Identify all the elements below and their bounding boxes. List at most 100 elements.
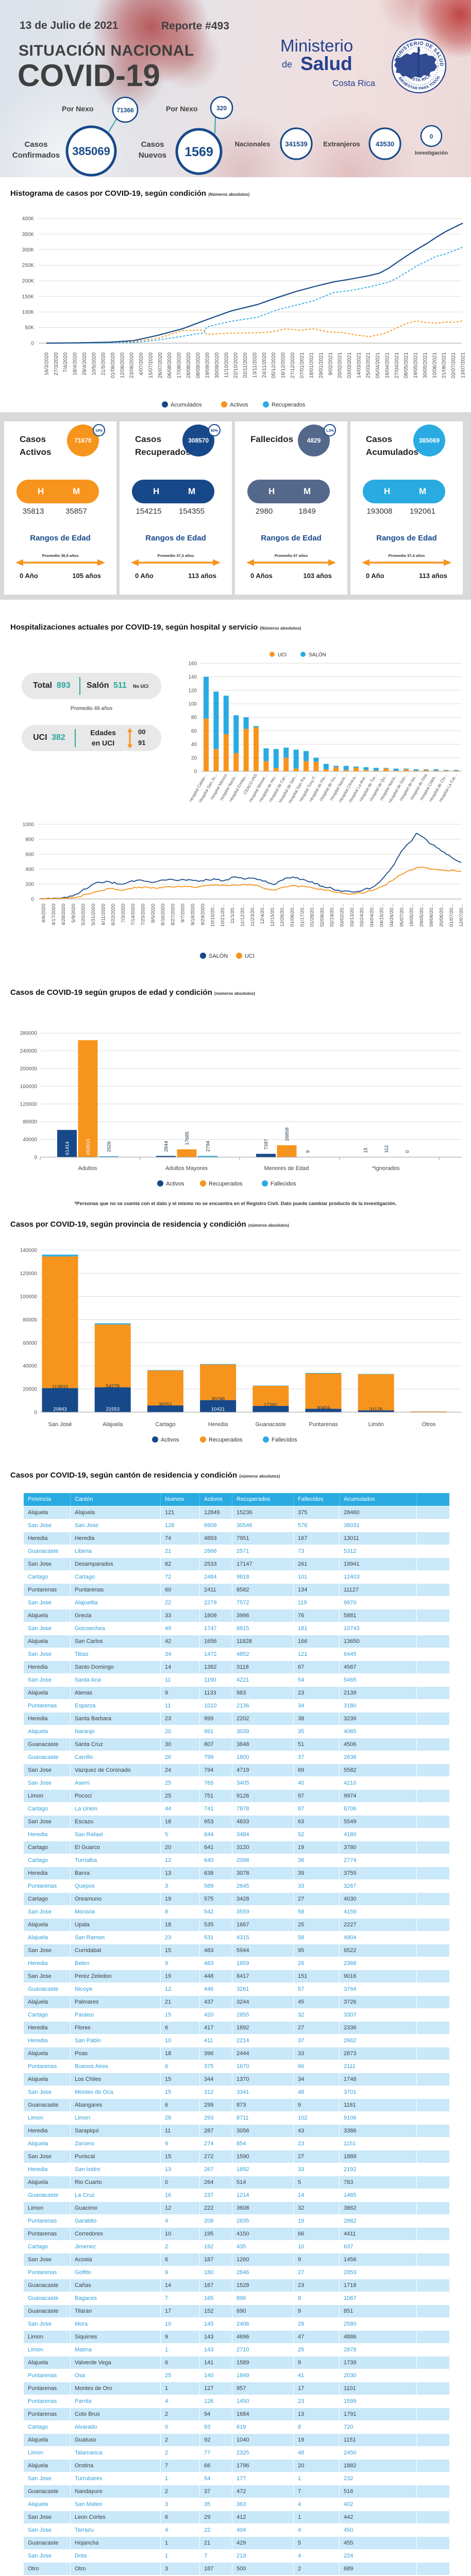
svg-text:7/25/2020: 7/25/2020 xyxy=(141,904,146,925)
svg-text:05/12/2020: 05/12/2020 xyxy=(271,352,277,378)
svg-text:11/1/20...: 11/1/20... xyxy=(230,904,236,924)
svg-text:40000: 40000 xyxy=(23,1137,37,1143)
svg-text:UCI: UCI xyxy=(278,652,287,658)
svg-text:12/06/2020: 12/06/2020 xyxy=(120,352,125,378)
svg-text:7/14/2020: 7/14/2020 xyxy=(130,904,136,925)
svg-text:280000: 280000 xyxy=(20,1031,38,1037)
svg-text:10/5/2020: 10/5/2020 xyxy=(91,352,97,376)
svg-text:10/21/20...: 10/21/20... xyxy=(220,904,226,927)
svg-text:20843: 20843 xyxy=(53,1406,66,1412)
svg-text:4829: 4829 xyxy=(307,437,321,444)
svg-text:Por Nexo: Por Nexo xyxy=(166,105,197,113)
svg-text:6/22/2020: 6/22/2020 xyxy=(111,904,116,925)
svg-text:03/13/20...: 03/13/20... xyxy=(349,904,355,927)
svg-text:12/15/20...: 12/15/20... xyxy=(270,904,275,927)
svg-text:02/11/2020: 02/11/2020 xyxy=(243,352,248,378)
svg-text:0: 0 xyxy=(31,897,34,903)
svg-text:27/3/2020: 27/3/2020 xyxy=(54,352,59,376)
svg-text:7/4/2020: 7/4/2020 xyxy=(63,352,69,372)
svg-text:Extranjeros: Extranjeros xyxy=(323,140,360,148)
svg-text:Guanacaste: Guanacaste xyxy=(256,1421,286,1428)
svg-text:11/12/20...: 11/12/20... xyxy=(240,904,246,926)
svg-text:01/07/20...: 01/07/20... xyxy=(449,904,455,927)
svg-text:308570: 308570 xyxy=(188,437,209,444)
svg-text:4/17/2020: 4/17/2020 xyxy=(51,904,57,925)
svg-text:4/07/2020: 4/07/2020 xyxy=(139,352,144,376)
svg-text:9: 9 xyxy=(306,1150,311,1153)
svg-text:27/04/2021: 27/04/2021 xyxy=(394,352,400,378)
svg-text:60000: 60000 xyxy=(23,1341,37,1346)
svg-text:0: 0 xyxy=(34,1410,37,1416)
svg-text:29/4/2020: 29/4/2020 xyxy=(82,352,88,376)
svg-text:18/05/20...: 18/05/20... xyxy=(409,904,415,927)
svg-text:400: 400 xyxy=(25,867,34,873)
svg-text:Cartago: Cartago xyxy=(155,1421,175,1428)
svg-text:0: 0 xyxy=(405,1150,411,1153)
svg-text:Activos: Activos xyxy=(230,402,248,408)
svg-text:26858: 26858 xyxy=(284,1127,290,1141)
svg-text:19%: 19% xyxy=(95,429,103,433)
svg-text:120: 120 xyxy=(188,688,197,693)
svg-text:2026: 2026 xyxy=(107,1141,112,1152)
svg-text:Confirmados: Confirmados xyxy=(12,151,60,160)
svg-text:19/05/2021: 19/05/2021 xyxy=(413,352,419,378)
svg-text:100000: 100000 xyxy=(20,1294,38,1300)
svg-text:61414: 61414 xyxy=(65,1142,71,1155)
svg-text:0: 0 xyxy=(430,133,433,140)
svg-text:11/23/20...: 11/23/20... xyxy=(250,904,256,926)
svg-text:20/06/20...: 20/06/20... xyxy=(439,904,445,927)
svg-text:SALÓN: SALÓN xyxy=(309,651,326,658)
svg-text:40000: 40000 xyxy=(23,1364,37,1369)
svg-text:11/10/2020: 11/10/2020 xyxy=(224,352,229,378)
svg-text:60: 60 xyxy=(191,728,197,734)
svg-text:*Ignorados: *Ignorados xyxy=(372,1165,400,1172)
svg-text:22/10/2020: 22/10/2020 xyxy=(233,352,239,378)
svg-text:20000: 20000 xyxy=(23,1387,37,1393)
svg-text:200: 200 xyxy=(25,882,34,888)
svg-text:385069: 385069 xyxy=(419,437,440,444)
svg-text:200K: 200K xyxy=(22,279,35,284)
svg-text:5/31/2020: 5/31/2020 xyxy=(91,904,96,925)
svg-text:71670: 71670 xyxy=(74,437,92,444)
svg-text:17/08/2020: 17/08/2020 xyxy=(177,352,182,378)
svg-text:01/06/20...: 01/06/20... xyxy=(290,904,295,927)
svg-text:160000: 160000 xyxy=(20,1084,38,1090)
svg-text:Puntarenas: Puntarenas xyxy=(309,1421,338,1428)
svg-text:14/03/2021: 14/03/2021 xyxy=(356,352,362,378)
svg-text:240000: 240000 xyxy=(20,1048,38,1054)
svg-text:29/01/2021: 29/01/2021 xyxy=(318,352,324,378)
svg-text:13/11/2020: 13/11/2020 xyxy=(252,352,258,378)
svg-text:16/04/2021: 16/04/2021 xyxy=(385,352,391,378)
svg-text:200000: 200000 xyxy=(20,1066,38,1072)
svg-text:20: 20 xyxy=(191,755,197,761)
svg-text:18/4/2020: 18/4/2020 xyxy=(73,352,78,376)
svg-text:15/07/2020: 15/07/2020 xyxy=(148,352,154,378)
svg-text:385069: 385069 xyxy=(72,145,110,158)
svg-text:07/01/2021: 07/01/2021 xyxy=(299,352,305,378)
svg-text:18/01/2021: 18/01/2021 xyxy=(309,352,315,378)
svg-text:21/06/2021: 21/06/2021 xyxy=(442,352,447,378)
svg-text:0: 0 xyxy=(34,1155,37,1161)
svg-text:263915: 263915 xyxy=(86,1139,91,1155)
svg-text:24/11/2020: 24/11/2020 xyxy=(262,352,267,378)
svg-text:23/06/2020: 23/06/2020 xyxy=(129,352,135,378)
svg-text:Limón: Limón xyxy=(368,1421,384,1428)
svg-text:1,3%: 1,3% xyxy=(326,429,334,433)
svg-text:Adultos Mayores: Adultos Mayores xyxy=(165,1165,208,1172)
svg-text:7/3/2020: 7/3/2020 xyxy=(121,904,126,923)
svg-text:9/18/2020: 9/18/2020 xyxy=(190,904,196,925)
svg-text:Casos: Casos xyxy=(141,140,164,149)
svg-text:Otros: Otros xyxy=(422,1421,435,1428)
svg-text:160: 160 xyxy=(188,661,197,667)
svg-text:San José: San José xyxy=(48,1421,72,1428)
svg-text:40: 40 xyxy=(191,742,197,748)
svg-text:12/26/20...: 12/26/20... xyxy=(280,904,285,927)
svg-text:21/5/2020: 21/5/2020 xyxy=(101,352,107,376)
svg-text:0: 0 xyxy=(31,341,34,347)
svg-text:05/07/20...: 05/07/20... xyxy=(399,904,405,927)
svg-text:30251: 30251 xyxy=(159,1402,172,1408)
svg-text:120000: 120000 xyxy=(20,1271,38,1277)
svg-text:09/06/20...: 09/06/20... xyxy=(429,904,434,927)
svg-text:20/02/2021: 20/02/2021 xyxy=(338,352,343,378)
svg-text:16/3/2020: 16/3/2020 xyxy=(44,352,50,376)
